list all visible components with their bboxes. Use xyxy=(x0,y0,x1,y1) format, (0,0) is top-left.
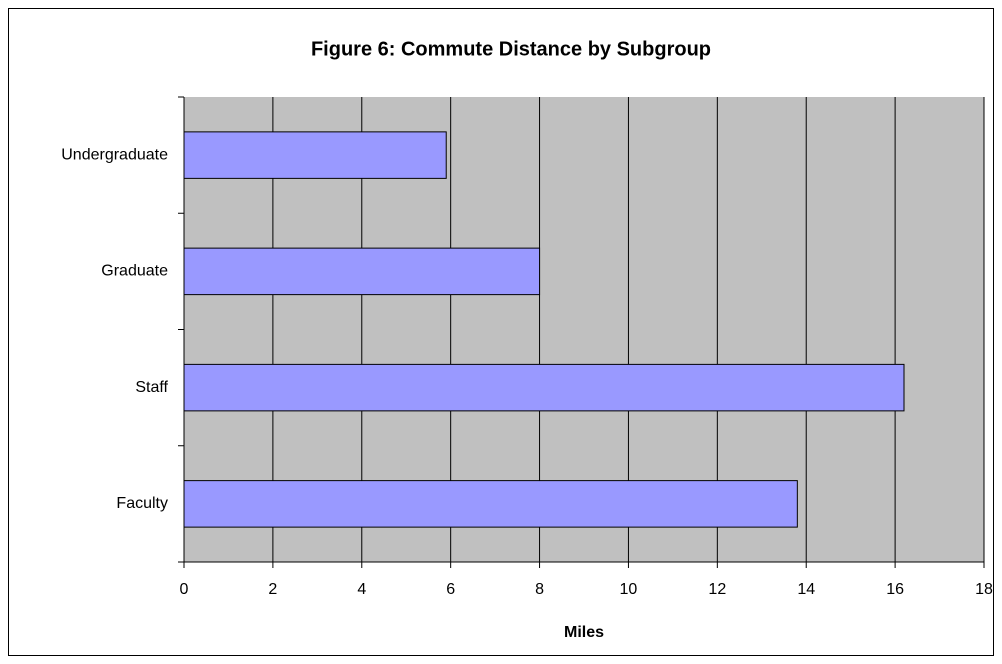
y-tick-label: Staff xyxy=(135,379,168,396)
bar xyxy=(183,131,447,179)
x-axis-label: Miles xyxy=(564,624,604,641)
y-tick-label: Faculty xyxy=(116,495,168,512)
y-tick-label: Graduate xyxy=(101,263,168,280)
x-tick-label: 4 xyxy=(357,581,366,598)
chart-title: Figure 6: Commute Distance by Subgroup xyxy=(311,38,711,60)
x-tick-label: 14 xyxy=(797,581,815,598)
bar xyxy=(183,480,798,528)
x-tick-label: 0 xyxy=(180,581,189,598)
x-tick-label: 10 xyxy=(620,581,638,598)
x-tick-label: 6 xyxy=(446,581,455,598)
x-tick-label: 18 xyxy=(975,581,993,598)
bar xyxy=(183,363,905,412)
y-tick-label: Undergraduate xyxy=(61,146,168,163)
x-tick-label: 8 xyxy=(535,581,544,598)
x-tick-label: 12 xyxy=(708,581,726,598)
x-tick-label: 2 xyxy=(268,581,277,598)
bar xyxy=(183,247,541,296)
x-tick-label: 16 xyxy=(886,581,904,598)
